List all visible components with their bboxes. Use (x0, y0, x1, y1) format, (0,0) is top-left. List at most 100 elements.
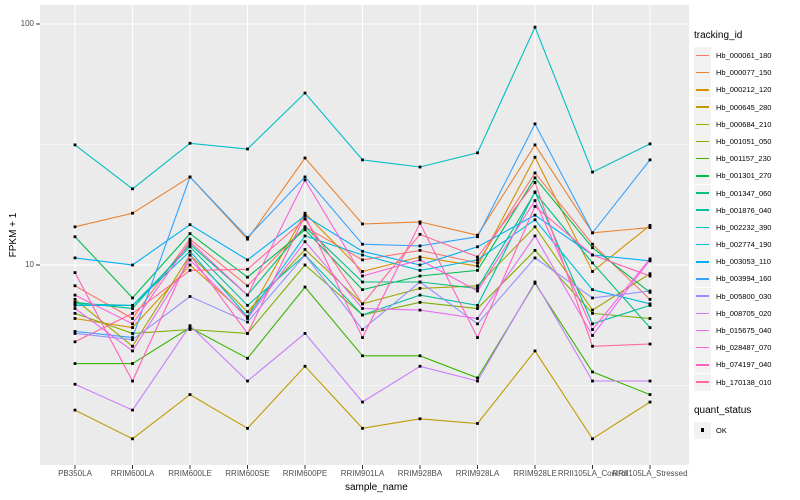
data-point (476, 376, 479, 380)
data-point (303, 234, 307, 238)
data-point (591, 334, 594, 337)
data-point (73, 307, 77, 310)
data-point (533, 199, 537, 203)
legend-key-swatch (694, 356, 711, 374)
data-point (361, 258, 364, 262)
data-point (73, 143, 77, 147)
data-point (361, 354, 364, 358)
legend-item-label: Hb_003994_160 (716, 274, 772, 284)
data-point (648, 326, 652, 329)
data-point (361, 158, 364, 162)
data-point (533, 155, 537, 159)
legend-item: Hb_003994_160 (694, 270, 800, 288)
data-point (188, 324, 192, 328)
legend-item: Hb_005800_030 (694, 287, 800, 305)
legend-quant-item: OK (694, 421, 800, 439)
legend-key-swatch (694, 373, 711, 391)
data-point (361, 307, 364, 310)
data-point (648, 297, 652, 301)
data-point (418, 293, 422, 297)
data-point (188, 328, 192, 331)
data-point (303, 91, 307, 95)
legend-key-swatch (694, 184, 711, 202)
x-tick-label: RRIM928LE (513, 469, 557, 478)
legend-line-icon (696, 175, 709, 177)
data-point (188, 240, 192, 244)
legend-item: Hb_000645_280 (694, 98, 800, 116)
data-point (418, 308, 422, 312)
legend-item: Hb_015675_040 (694, 322, 800, 339)
data-point (533, 280, 537, 284)
legend-line-icon (696, 89, 709, 91)
legend-item: Hb_028487_070 (694, 339, 800, 357)
legend-item-label: Hb_074197_040 (716, 360, 772, 370)
data-point (246, 258, 249, 262)
data-point (418, 354, 422, 358)
y-tick-label: 100 (20, 19, 34, 28)
data-point (648, 393, 652, 396)
data-point (591, 231, 594, 235)
data-point (418, 286, 422, 290)
data-point (73, 235, 77, 239)
legend-key-swatch (694, 115, 711, 133)
legend-item-label: Hb_001157_230 (716, 154, 771, 164)
legend-quant-label: OK (716, 425, 727, 435)
legend-key-swatch (694, 98, 711, 116)
data-point (476, 235, 479, 239)
data-point (648, 257, 652, 261)
data-point (246, 236, 249, 239)
data-point (73, 330, 77, 333)
data-point (476, 322, 479, 326)
data-point (188, 175, 192, 179)
legend-series-list: Hb_000061_180 Hb_000077_150 Hb_000212_120 H… (694, 47, 800, 391)
data-point (533, 248, 537, 252)
data-point (73, 256, 77, 260)
data-point (131, 379, 134, 383)
data-point (73, 302, 77, 306)
data-point (188, 249, 192, 253)
data-point (131, 303, 134, 307)
data-point (131, 344, 134, 348)
legend-item: Hb_002774_190 (694, 236, 800, 254)
data-point (476, 286, 479, 290)
legend-key-swatch (694, 304, 711, 322)
data-point (73, 300, 77, 304)
data-point (73, 284, 77, 288)
data-point (303, 214, 307, 218)
data-point (131, 437, 134, 441)
legend-key-swatch (694, 322, 711, 339)
data-point (131, 349, 134, 353)
x-tick-label: RRIM901LA (340, 469, 385, 478)
data-point (648, 317, 652, 320)
data-point (246, 275, 249, 279)
data-point (246, 320, 249, 324)
legend-item: Hb_008705_020 (694, 304, 800, 322)
legend-item-label: Hb_001876_040 (716, 205, 772, 215)
data-point (131, 307, 134, 310)
data-point (418, 364, 422, 368)
x-tick-label: RRIM600LA (110, 469, 155, 478)
data-point (648, 400, 652, 404)
legend-line-icon (696, 140, 709, 143)
data-point (131, 187, 134, 191)
data-point (73, 297, 77, 301)
data-point (418, 248, 422, 252)
data-point (246, 317, 249, 320)
data-point (303, 225, 307, 229)
data-point (303, 211, 307, 215)
data-point (361, 242, 364, 246)
data-point (73, 303, 77, 307)
data-point (418, 221, 422, 225)
data-point (476, 268, 479, 272)
data-point (648, 158, 652, 162)
legend-item: Hb_000077_150 (694, 64, 800, 82)
data-point (418, 417, 422, 421)
data-point (303, 248, 307, 251)
data-point (73, 293, 77, 297)
data-point (476, 151, 479, 155)
data-point (591, 261, 594, 265)
data-point (73, 311, 77, 315)
data-point (648, 342, 652, 346)
data-point (591, 288, 594, 292)
data-point (418, 232, 422, 236)
